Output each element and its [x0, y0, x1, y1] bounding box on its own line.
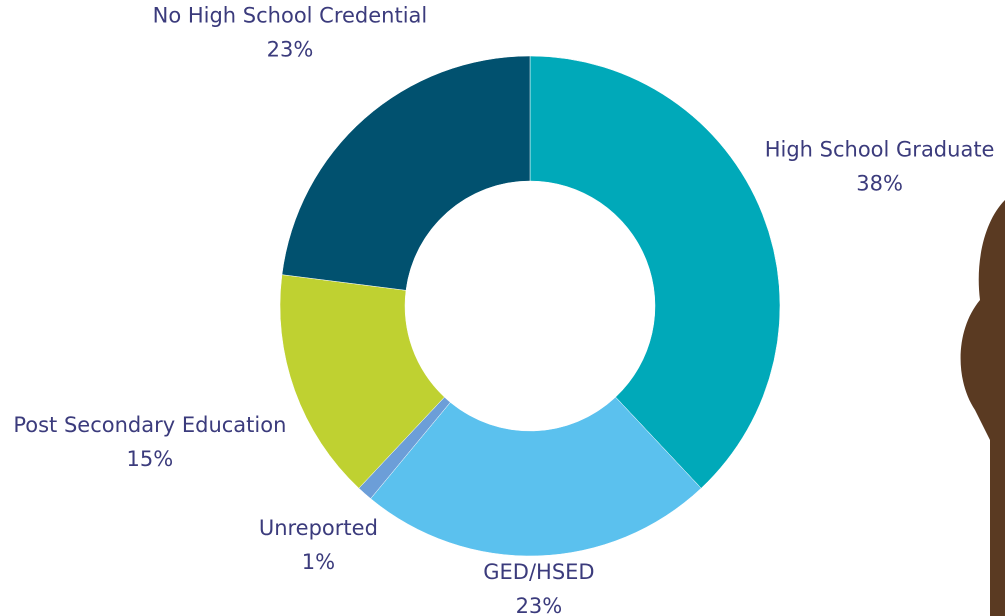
slice-label: High School Graduate	[765, 138, 995, 162]
slice-value-label: 23%	[267, 38, 314, 62]
slice-value-label: 23%	[516, 594, 563, 616]
slice-label: Post Secondary Education	[13, 413, 286, 437]
photo-decoration	[961, 200, 1005, 616]
slice-value-label: 15%	[127, 447, 174, 471]
slice-value-label: 38%	[856, 172, 903, 196]
slice-label: GED/HSED	[483, 560, 594, 584]
donut-slice	[282, 56, 530, 290]
slice-label: Unreported	[259, 516, 378, 540]
chart: High School Graduate 38% GED/HSED 23% Unrepo…	[0, 0, 1005, 616]
slice-label: No High School Credential	[153, 4, 428, 28]
slice-value-label: 1%	[302, 550, 335, 574]
donut-slice	[530, 56, 780, 488]
